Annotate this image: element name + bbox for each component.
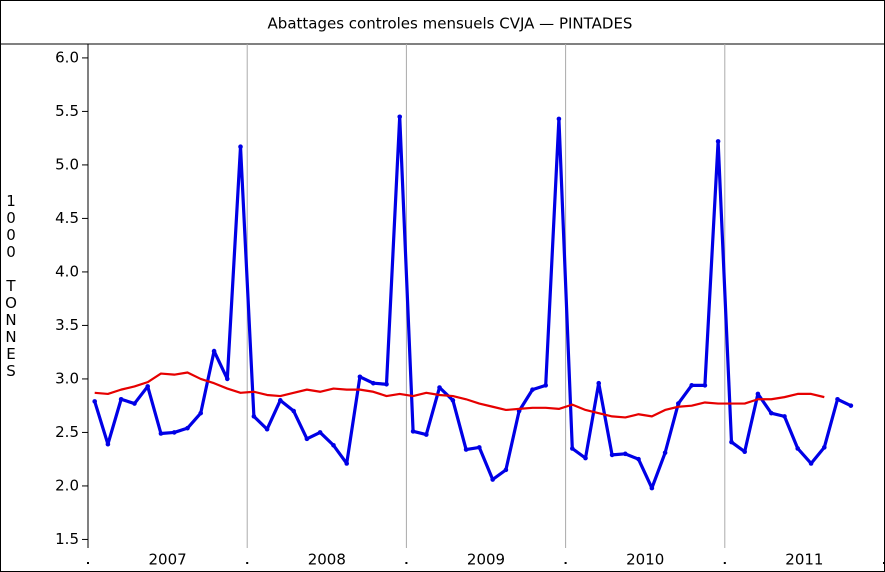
point xyxy=(755,391,761,397)
point xyxy=(264,426,270,432)
point xyxy=(92,399,97,404)
point xyxy=(344,461,350,466)
series-line xyxy=(94,371,825,419)
point xyxy=(278,398,283,403)
point xyxy=(171,430,177,435)
point xyxy=(357,374,363,380)
point xyxy=(384,381,389,387)
x-tick-mark xyxy=(246,562,249,564)
point xyxy=(609,452,615,458)
point xyxy=(410,429,416,434)
x-tick-label: 2009 xyxy=(467,551,505,569)
point xyxy=(822,445,827,450)
point xyxy=(437,385,442,390)
point xyxy=(238,144,243,150)
point xyxy=(450,398,456,403)
y-axis-label: 1000 TONNES xyxy=(2,192,20,379)
point xyxy=(370,380,376,386)
point xyxy=(729,439,734,445)
point xyxy=(689,383,694,388)
point xyxy=(397,114,403,120)
point xyxy=(503,467,509,473)
point xyxy=(490,477,495,482)
series-line xyxy=(93,115,852,490)
point xyxy=(424,432,429,437)
point xyxy=(304,436,310,442)
point xyxy=(317,430,323,435)
x-tick-label: 2011 xyxy=(785,551,823,569)
point xyxy=(569,446,575,451)
point xyxy=(808,461,814,466)
point xyxy=(702,383,708,388)
point xyxy=(463,447,469,452)
point xyxy=(768,410,774,416)
point xyxy=(198,410,204,416)
x-tick-label: 2010 xyxy=(626,551,664,569)
y-tick-label: 1.5 xyxy=(55,530,79,548)
point xyxy=(676,401,681,406)
point xyxy=(118,396,124,402)
x-tick-mark xyxy=(564,562,567,564)
point xyxy=(742,449,747,454)
point xyxy=(251,414,257,419)
y-tick-label: 4.5 xyxy=(55,209,79,227)
y-tick-label: 5.5 xyxy=(55,102,79,120)
point xyxy=(795,446,801,451)
point xyxy=(556,116,562,122)
y-tick-label: 2.5 xyxy=(55,423,79,441)
x-tick-mark xyxy=(723,562,726,564)
y-tick-label: 3.5 xyxy=(55,316,79,334)
y-tick-label: 3.0 xyxy=(55,369,79,387)
x-tick-label: 2007 xyxy=(149,551,187,569)
point xyxy=(477,445,482,450)
point xyxy=(145,384,150,389)
point xyxy=(185,425,190,431)
point xyxy=(132,401,137,406)
point xyxy=(583,455,588,461)
point xyxy=(331,442,336,448)
point xyxy=(158,431,164,436)
point xyxy=(662,450,668,456)
point xyxy=(291,408,296,414)
point xyxy=(225,376,230,382)
point xyxy=(530,387,535,392)
x-tick-mark xyxy=(405,562,408,564)
y-tick-label: 5.0 xyxy=(55,155,79,173)
point xyxy=(211,348,217,354)
point xyxy=(782,414,787,419)
y-tick-label: 2.0 xyxy=(55,476,79,494)
point xyxy=(596,380,602,386)
point xyxy=(623,451,628,457)
point xyxy=(848,403,854,408)
chart-title: Abattages controles mensuels CVJA — PINT… xyxy=(268,15,633,33)
x-tick-label: 2008 xyxy=(308,551,346,569)
y-tick-label: 6.0 xyxy=(55,48,79,66)
point xyxy=(835,396,840,402)
x-tick-mark xyxy=(883,562,885,564)
point xyxy=(715,139,721,144)
x-tick-mark xyxy=(87,562,89,564)
point xyxy=(543,383,548,388)
point xyxy=(636,456,641,462)
point xyxy=(649,485,655,491)
y-tick-label: 4.0 xyxy=(55,262,79,280)
point xyxy=(105,441,111,447)
